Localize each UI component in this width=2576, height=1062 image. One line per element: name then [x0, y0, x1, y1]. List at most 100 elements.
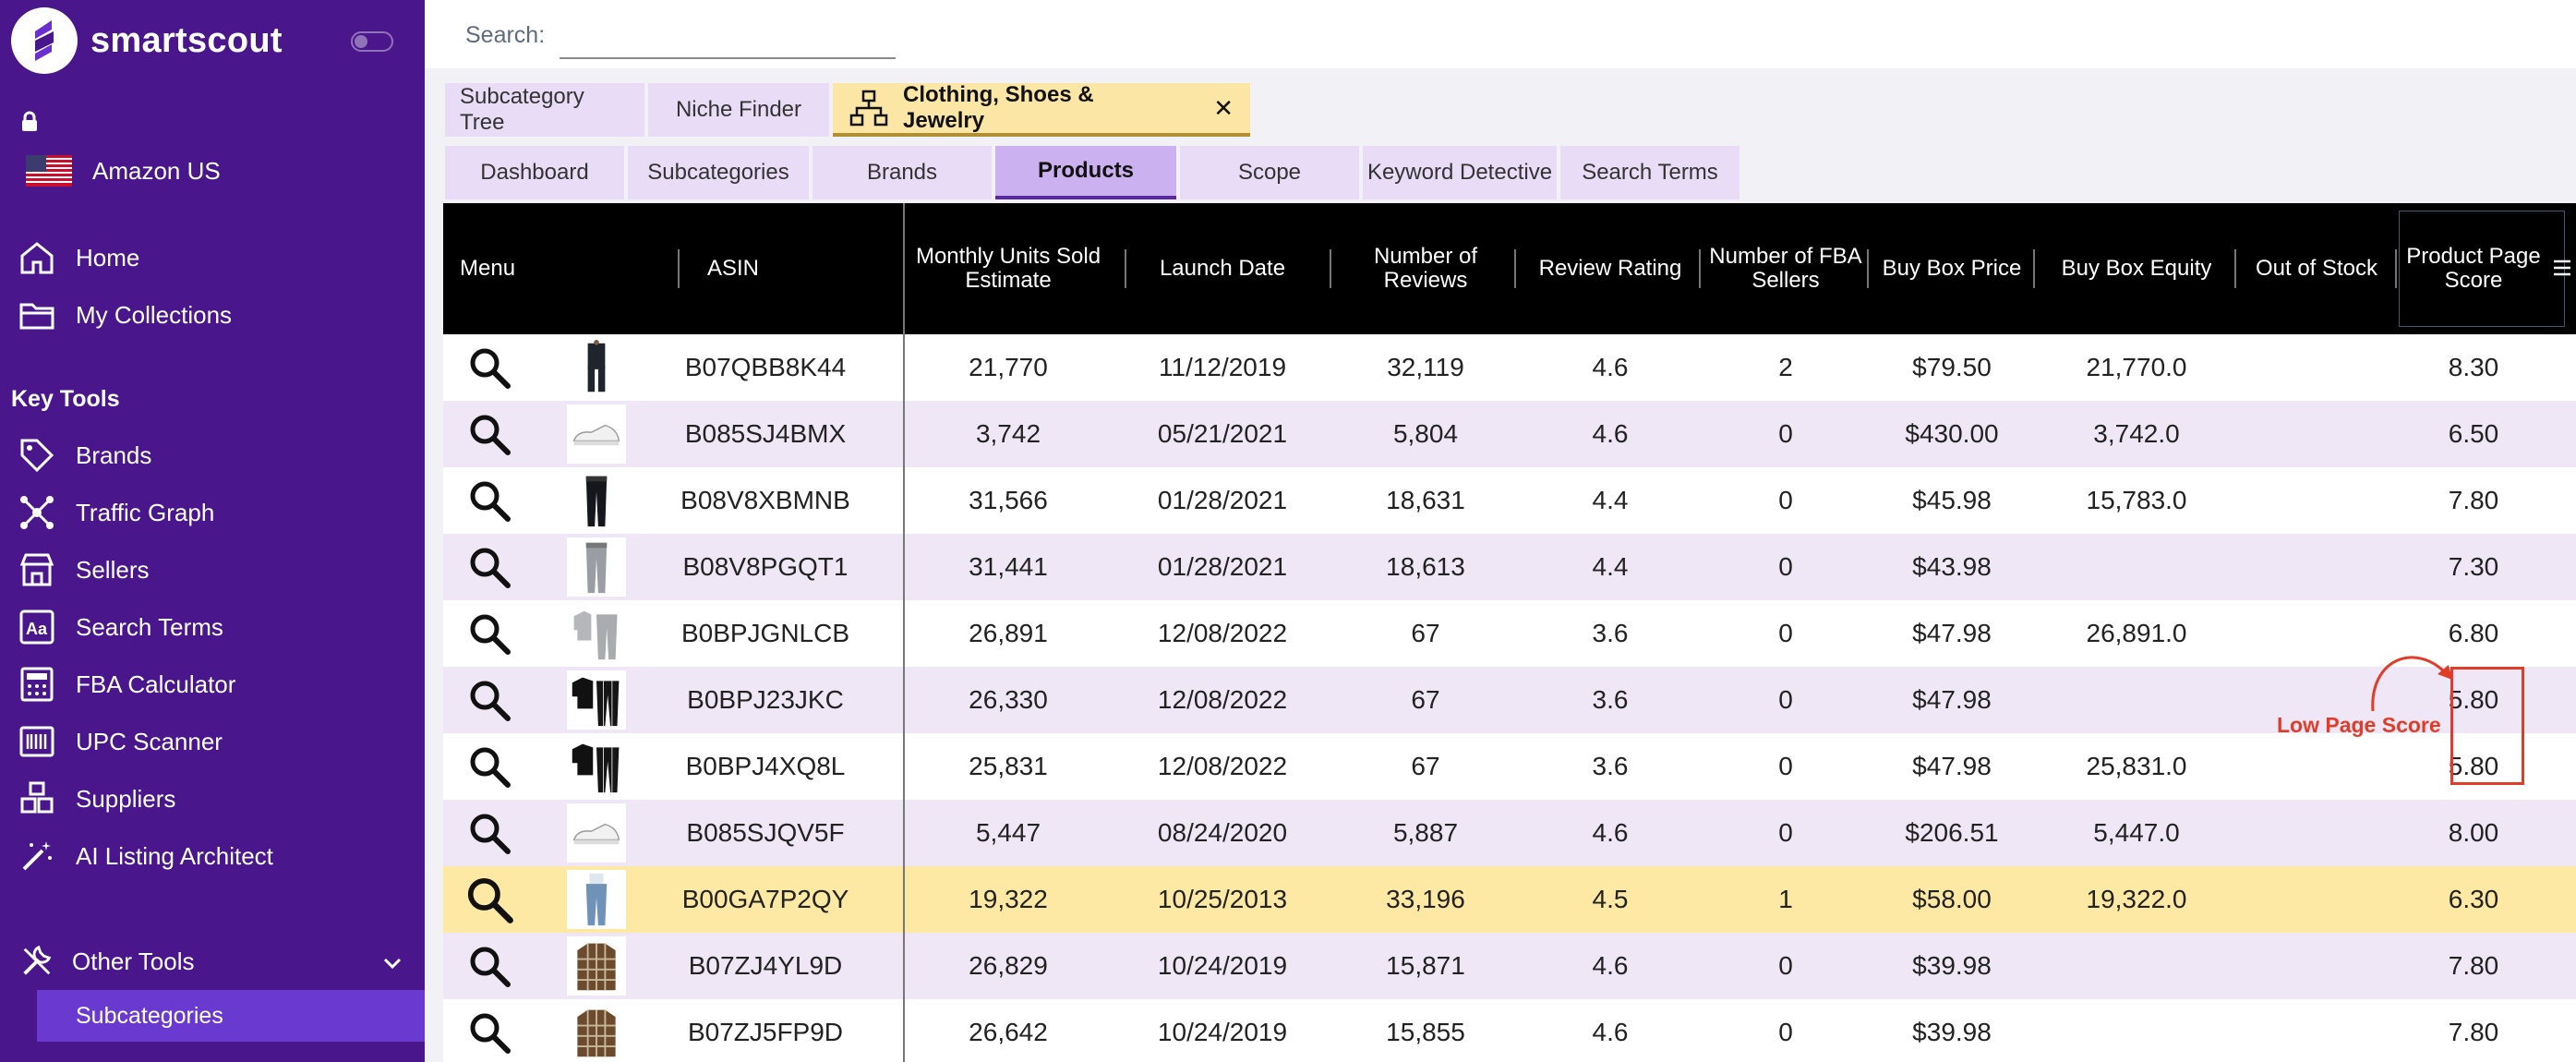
- column-header[interactable]: ASIN: [706, 256, 759, 281]
- column-menu-icon[interactable]: [2552, 257, 2572, 284]
- table-row[interactable]: B0BPJGNLCB 26,891 12/08/2022 67 3.6 0 $47.98 26…: [443, 600, 2576, 667]
- magnifier-icon[interactable]: [443, 600, 536, 667]
- product-thumbnail[interactable]: [567, 471, 626, 530]
- header-separator[interactable]: [2033, 249, 2035, 288]
- magnifier-icon[interactable]: [443, 334, 536, 401]
- close-tab-icon[interactable]: ✕: [1213, 93, 1234, 122]
- table-row[interactable]: B08V8PGQT1 31,441 01/28/2021 18,613 4.4 0 $43.…: [443, 534, 2576, 600]
- table-row[interactable]: B07QBB8K44 21,770 11/12/2019 32,119 4.6 2 $79.…: [443, 334, 2576, 401]
- tab-subcategories[interactable]: Subcategories: [628, 146, 809, 199]
- cell-score: 8.00: [2448, 818, 2499, 847]
- magnifier-icon[interactable]: [443, 467, 536, 534]
- cell-units: 25,831: [969, 752, 1048, 780]
- nav-upc-scanner[interactable]: UPC Scanner: [17, 718, 223, 765]
- header-separator[interactable]: [2234, 249, 2236, 288]
- header-separator[interactable]: [1699, 249, 1701, 288]
- cell-asin[interactable]: B07ZJ5FP9D: [687, 1018, 844, 1046]
- lock-icon[interactable]: [20, 111, 39, 138]
- other-tools-toggle[interactable]: Other Tools: [17, 938, 404, 984]
- tab-subcategory-tree[interactable]: Subcategory Tree: [445, 83, 644, 137]
- header-separator[interactable]: [2395, 249, 2397, 288]
- header-separator[interactable]: [1867, 249, 1869, 288]
- product-thumbnail[interactable]: [567, 537, 626, 597]
- cell-asin[interactable]: B00GA7P2QY: [681, 885, 849, 913]
- column-header[interactable]: Out of Stock: [2255, 256, 2378, 281]
- column-header[interactable]: Product Page Score: [2406, 244, 2541, 293]
- tab-products[interactable]: Products: [995, 146, 1176, 199]
- cell-asin[interactable]: B0BPJGNLCB: [680, 619, 850, 647]
- tab-search-terms[interactable]: Search Terms: [1560, 146, 1739, 199]
- column-header[interactable]: Buy Box Equity: [2061, 256, 2212, 281]
- nav-traffic-graph[interactable]: Traffic Graph: [17, 489, 214, 536]
- cell-asin[interactable]: B07QBB8K44: [684, 353, 847, 381]
- logo[interactable]: smartscout: [11, 7, 283, 74]
- nav-fba-calculator[interactable]: FBA Calculator: [17, 661, 235, 707]
- column-header[interactable]: Monthly Units Sold Estimate: [915, 244, 1101, 293]
- sidebar-item-subcategories[interactable]: Subcategories: [37, 990, 425, 1042]
- column-header[interactable]: Review Rating: [1538, 256, 1682, 281]
- product-thumbnail[interactable]: [567, 870, 626, 929]
- theme-toggle[interactable]: [351, 31, 393, 52]
- magnifier-icon[interactable]: [443, 800, 536, 866]
- product-thumbnail[interactable]: [567, 803, 626, 863]
- cell-oos: [2238, 800, 2395, 866]
- magnifier-icon[interactable]: [443, 733, 536, 800]
- magnifier-icon[interactable]: [443, 667, 536, 733]
- column-header[interactable]: Number of FBA Sellers: [1709, 244, 1862, 293]
- nav-sellers[interactable]: Sellers: [17, 547, 149, 593]
- nav-brands[interactable]: Brands: [17, 432, 151, 478]
- column-header[interactable]: Buy Box Price: [1882, 256, 2022, 281]
- cell-asin[interactable]: B0BPJ23JKC: [687, 685, 844, 714]
- tab-brands[interactable]: Brands: [813, 146, 992, 199]
- cell-units: 31,566: [969, 486, 1048, 514]
- header-separator[interactable]: [1330, 249, 1331, 288]
- column-header[interactable]: Menu: [460, 256, 516, 281]
- search-input[interactable]: [560, 17, 896, 59]
- tab-niche-finder[interactable]: Niche Finder: [648, 83, 829, 137]
- nav-suppliers[interactable]: Suppliers: [17, 776, 175, 822]
- column-header[interactable]: Number of Reviews: [1373, 244, 1478, 293]
- tab-dashboard[interactable]: Dashboard: [445, 146, 624, 199]
- table-row[interactable]: B00GA7P2QY 19,322 10/25/2013 33,196 4.5 1 $58.…: [443, 866, 2576, 933]
- product-thumbnail[interactable]: [567, 737, 626, 796]
- product-thumbnail[interactable]: [567, 670, 626, 730]
- nav-home[interactable]: Home: [17, 235, 139, 281]
- tab-clothing-shoes-jewelry[interactable]: Clothing, Shoes & Jewelry ✕: [833, 82, 1250, 137]
- table-row[interactable]: B0BPJ23JKC 26,330 12/08/2022 67 3.6 0 $47.98 5.…: [443, 667, 2576, 733]
- table-row[interactable]: B085SJQV5F 5,447 08/24/2020 5,887 4.6 0 $206.5…: [443, 800, 2576, 866]
- header-separator[interactable]: [678, 249, 680, 288]
- cell-asin[interactable]: B0BPJ4XQ8L: [685, 752, 846, 780]
- column-header[interactable]: Launch Date: [1159, 256, 1286, 281]
- table-row[interactable]: B07ZJ4YL9D 26,829 10/24/2019 15,871 4.6 0 $39.…: [443, 933, 2576, 999]
- tab-keyword-detective[interactable]: Keyword Detective: [1363, 146, 1557, 199]
- product-thumbnail[interactable]: [567, 604, 626, 663]
- cell-asin[interactable]: B08V8PGQT1: [682, 552, 849, 581]
- table-row[interactable]: B0BPJ4XQ8L 25,831 12/08/2022 67 3.6 0 $47.98 25…: [443, 733, 2576, 800]
- magnifier-icon[interactable]: [443, 866, 536, 933]
- cell-price: $39.98: [1912, 951, 1992, 980]
- magnifier-icon[interactable]: [443, 933, 536, 999]
- cell-asin[interactable]: B085SJ4BMX: [684, 419, 847, 448]
- cell-asin[interactable]: B08V8XBMNB: [680, 486, 850, 514]
- marketplace-selector[interactable]: Amazon US: [26, 155, 221, 187]
- tag-icon: [17, 435, 57, 476]
- table-row[interactable]: B08V8XBMNB 31,566 01/28/2021 18,631 4.4 0 $45.…: [443, 467, 2576, 534]
- nav-ai-listing-architect[interactable]: AI Listing Architect: [17, 833, 273, 879]
- nav-search-terms[interactable]: Aa Search Terms: [17, 604, 223, 650]
- magnifier-icon[interactable]: [443, 401, 536, 467]
- table-row[interactable]: B07ZJ5FP9D 26,642 10/24/2019 15,855 4.6 0 $39.…: [443, 999, 2576, 1062]
- magnifier-icon[interactable]: [443, 534, 536, 600]
- product-thumbnail[interactable]: [567, 936, 626, 996]
- sidebar: smartscout Amazon US Home My Collections…: [0, 0, 425, 1062]
- product-thumbnail[interactable]: [567, 338, 626, 397]
- cell-asin[interactable]: B07ZJ4YL9D: [688, 951, 843, 980]
- product-thumbnail[interactable]: [567, 404, 626, 464]
- magnifier-icon[interactable]: [443, 999, 536, 1062]
- product-thumbnail[interactable]: [567, 1003, 626, 1062]
- tab-scope[interactable]: Scope: [1180, 146, 1359, 199]
- header-separator[interactable]: [1125, 249, 1126, 288]
- header-separator[interactable]: [1514, 249, 1516, 288]
- table-row[interactable]: B085SJ4BMX 3,742 05/21/2021 5,804 4.6 0 $430.0…: [443, 401, 2576, 467]
- nav-my-collections[interactable]: My Collections: [17, 292, 232, 338]
- cell-asin[interactable]: B085SJQV5F: [686, 818, 845, 847]
